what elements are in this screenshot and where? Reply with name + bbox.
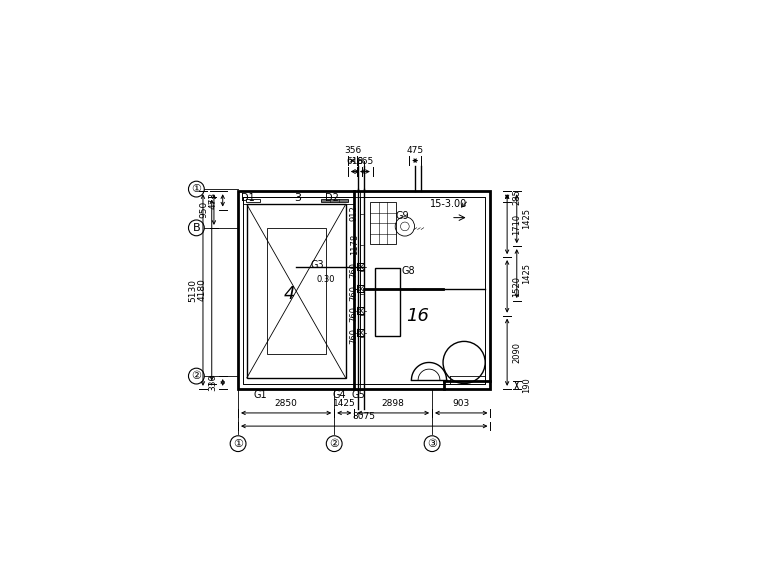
Text: 0.30: 0.30 (317, 275, 335, 283)
Text: 330: 330 (208, 374, 217, 391)
Text: 760: 760 (350, 306, 359, 322)
Bar (247, 205, 346, 378)
Text: 912: 912 (350, 205, 359, 221)
Text: 1425: 1425 (522, 208, 531, 229)
Bar (243, 197, 354, 205)
Text: ②: ② (192, 371, 201, 381)
Bar (267, 228, 326, 354)
Text: 1520: 1520 (512, 276, 521, 297)
Text: 903: 903 (453, 398, 470, 408)
Bar (321, 199, 348, 202)
Bar (243, 197, 485, 384)
Text: ①: ① (192, 184, 201, 194)
Text: 2090: 2090 (512, 342, 521, 363)
Text: B: B (192, 223, 200, 233)
Text: G9: G9 (395, 211, 409, 221)
Bar (357, 329, 365, 336)
Text: 285: 285 (512, 189, 521, 205)
Bar (245, 199, 260, 202)
Bar (238, 192, 490, 389)
Text: 665: 665 (356, 157, 374, 166)
Text: 2898: 2898 (382, 398, 404, 408)
Text: G8: G8 (401, 266, 415, 276)
Text: 473: 473 (208, 192, 217, 209)
Text: 760: 760 (350, 328, 359, 344)
Bar (370, 202, 396, 244)
Text: ①: ① (233, 439, 243, 449)
Text: 760: 760 (350, 285, 359, 301)
Text: 15-3.00: 15-3.00 (430, 200, 467, 209)
Text: 950: 950 (200, 201, 209, 218)
Text: 760: 760 (350, 262, 359, 278)
Text: 4: 4 (283, 286, 295, 303)
Text: 2850: 2850 (274, 398, 298, 408)
Text: D2: D2 (325, 193, 338, 203)
Bar (357, 307, 365, 314)
Text: G4: G4 (332, 390, 346, 400)
Bar (359, 197, 485, 384)
Text: 1178: 1178 (350, 234, 359, 255)
Text: 618: 618 (347, 157, 364, 166)
Text: ③: ③ (427, 439, 437, 449)
Text: 8075: 8075 (353, 412, 375, 421)
Bar (243, 197, 354, 384)
Text: 16: 16 (407, 307, 429, 325)
Text: 4180: 4180 (198, 279, 207, 302)
Bar (375, 268, 400, 336)
Text: 1425: 1425 (333, 398, 356, 408)
Text: G5: G5 (352, 390, 366, 400)
Text: ②: ② (329, 439, 339, 449)
Text: 475: 475 (407, 146, 424, 155)
Bar (357, 285, 365, 292)
Text: 190: 190 (522, 377, 531, 393)
Bar (357, 263, 365, 270)
Text: 1425: 1425 (522, 263, 531, 284)
Text: G1: G1 (253, 390, 267, 400)
Text: D1: D1 (241, 193, 255, 203)
Text: 5130: 5130 (188, 279, 198, 302)
Text: 3: 3 (294, 193, 301, 203)
Text: G3: G3 (310, 259, 324, 270)
Text: 1710: 1710 (512, 214, 521, 235)
Text: 356: 356 (344, 146, 361, 155)
